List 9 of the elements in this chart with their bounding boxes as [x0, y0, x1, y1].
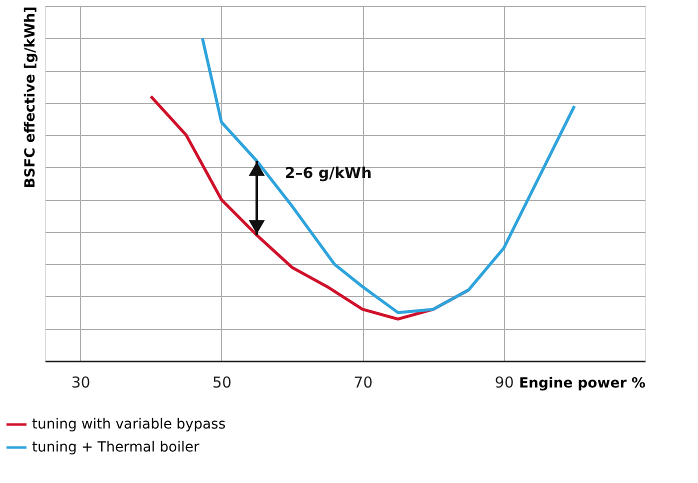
x-axis-title: Engine power %	[518, 376, 646, 392]
x-tick-label: 50	[212, 374, 232, 392]
legend-label: tuning with variable bypass	[32, 416, 226, 432]
y-axis-title: BSFC effective [g/kWh]	[22, 6, 38, 188]
legend-label: tuning + Thermal boiler	[32, 440, 200, 456]
x-tick-label: 90	[494, 374, 514, 392]
x-tick-label: 30	[71, 374, 90, 392]
annotation: 2–6 g/kWh	[284, 164, 372, 182]
x-tick-label: 70	[354, 374, 373, 392]
